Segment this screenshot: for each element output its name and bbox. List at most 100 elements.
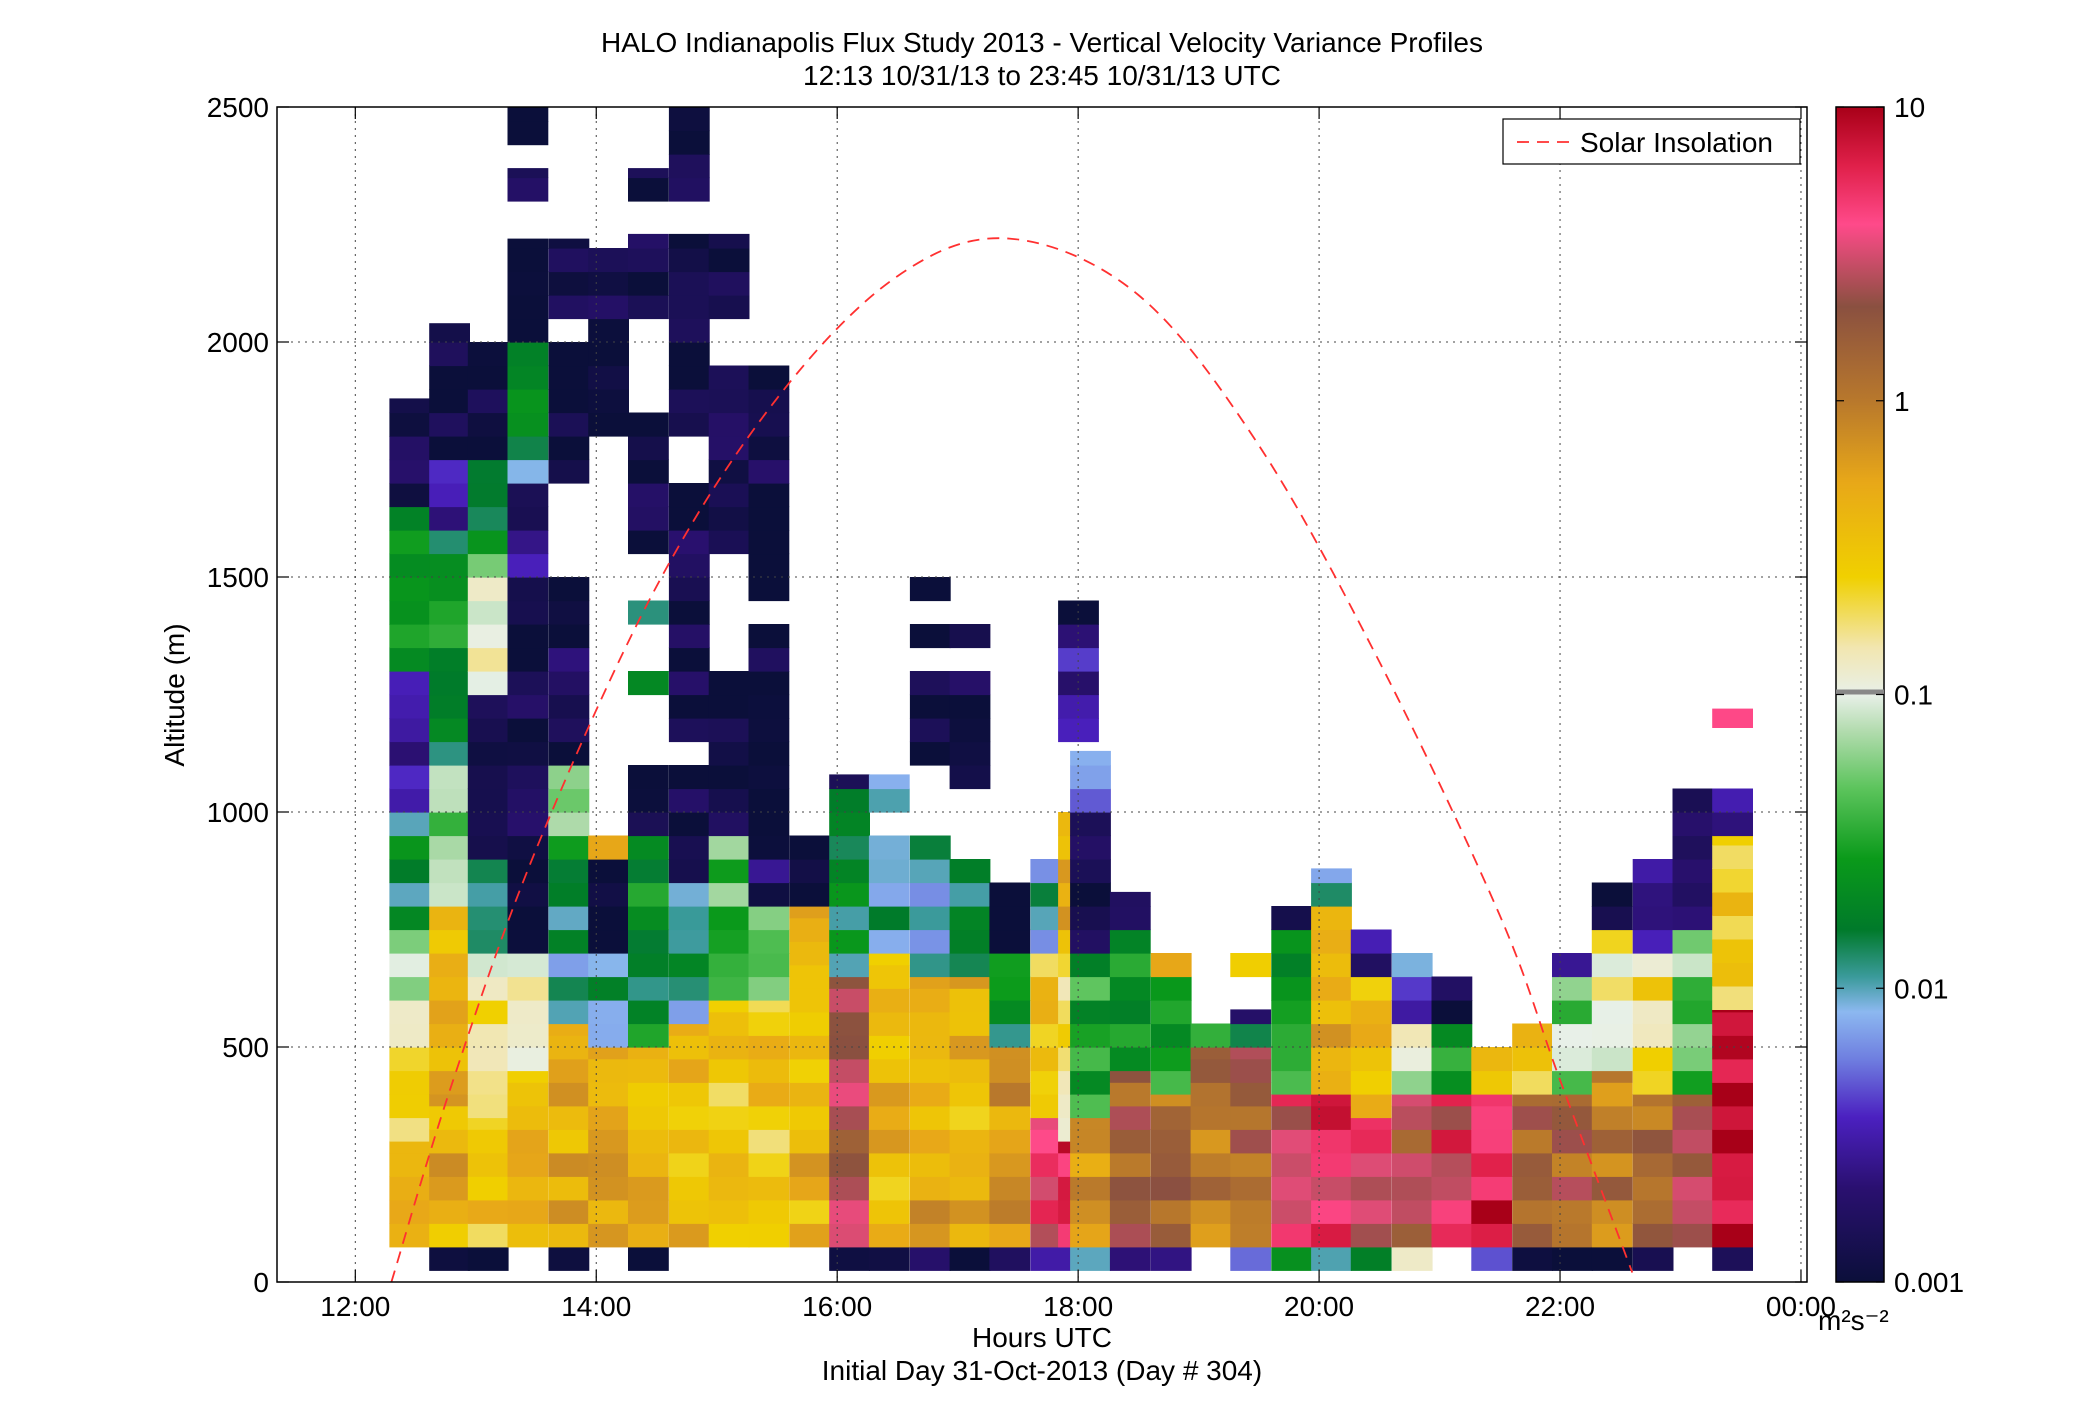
heatmap-cell (1431, 1047, 1473, 1072)
heatmap-cell (507, 1223, 549, 1248)
heatmap-cell (628, 1246, 669, 1271)
heatmap-cell (507, 976, 549, 1001)
heatmap-cell (668, 1058, 710, 1083)
heatmap-cell (628, 530, 669, 555)
heatmap-cell (507, 835, 549, 860)
heatmap-cell (748, 1000, 790, 1013)
heatmap-cell (949, 1176, 991, 1201)
heatmap-cell (429, 459, 470, 484)
heatmap-cell (389, 812, 431, 837)
heatmap-cell (668, 389, 710, 414)
heatmap-cell (708, 233, 750, 249)
heatmap-cell (1632, 1047, 1674, 1072)
heatmap-cell (628, 1129, 669, 1154)
heatmap-cell (1109, 929, 1151, 954)
heatmap-cell (1672, 1070, 1714, 1095)
heatmap-cell (1552, 1105, 1593, 1130)
heatmap-cell (909, 988, 951, 1013)
heatmap-cell (628, 483, 669, 508)
heatmap-cell (1350, 1152, 1392, 1177)
heatmap-cell (748, 859, 790, 884)
heatmap-cell (1712, 985, 1753, 1010)
heatmap-cell (1712, 938, 1753, 963)
x-axis-label: Hours UTC (972, 1322, 1112, 1353)
colorbar-ticks: 0.001 0.01 0.1 1 10 (1836, 92, 1964, 1298)
heatmap-cell (548, 812, 590, 837)
heatmap-cell (949, 976, 991, 989)
heatmap-cell (628, 506, 669, 531)
heatmap-cell (949, 1223, 991, 1248)
heatmap-cell (548, 671, 590, 696)
heatmap-cell (548, 624, 590, 649)
heatmap-cell (1350, 1094, 1392, 1119)
heatmap-cell (1471, 1152, 1513, 1177)
heatmap-cell (1230, 953, 1272, 978)
heatmap-cell (909, 906, 951, 931)
heatmap-cell (1632, 953, 1674, 978)
heatmap-cell (389, 1117, 431, 1142)
heatmap-cell (668, 718, 710, 743)
heatmap-cell (628, 233, 669, 249)
heatmap-cell (708, 953, 750, 978)
heatmap-cell (429, 1000, 470, 1025)
heatmap-cell (1350, 1129, 1392, 1154)
heatmap-cell (668, 812, 710, 837)
heatmap-cell (909, 1199, 951, 1224)
heatmap-cell (1552, 1023, 1593, 1048)
heatmap-cell (507, 600, 549, 625)
heatmap-cell (507, 765, 549, 790)
heatmap-cell (1672, 1000, 1714, 1025)
y-tick-label: 500 (222, 1032, 269, 1063)
heatmap-cell (708, 671, 750, 696)
heatmap-cell (989, 1129, 1031, 1154)
heatmap-cell (1230, 1009, 1272, 1025)
heatmap-cell (949, 953, 991, 978)
heatmap-cell (1271, 1000, 1313, 1025)
heatmap-cell (548, 953, 590, 978)
heatmap-cell (389, 1176, 431, 1201)
heatmap-cell (389, 1152, 431, 1177)
heatmap-cell (1512, 1176, 1553, 1201)
heatmap-cell (708, 741, 750, 766)
heatmap-cell (1311, 1047, 1352, 1072)
heatmap-cell (588, 412, 629, 437)
heatmap-cell (507, 238, 549, 249)
heatmap-cell (1552, 1070, 1593, 1095)
heatmap-cell (1672, 1199, 1714, 1224)
heatmap-cell (708, 365, 750, 390)
heatmap-cell (548, 271, 590, 296)
heatmap-cell (507, 1082, 549, 1107)
heatmap-cell (829, 1129, 870, 1154)
heatmap-cell (668, 1223, 710, 1248)
heatmap-cell (429, 906, 470, 931)
heatmap-cell (1230, 1023, 1272, 1048)
heatmap-cell (1109, 953, 1151, 978)
heatmap-cell (1712, 1246, 1753, 1271)
heatmap-cell (548, 765, 590, 790)
heatmap-cell (507, 436, 549, 461)
heatmap-cell (1070, 1070, 1111, 1095)
heatmap-cell (789, 882, 831, 907)
heatmap-cell (789, 859, 831, 884)
heatmap-cell (507, 788, 549, 813)
heatmap-cell (548, 1152, 590, 1177)
heatmap-cell (708, 835, 750, 860)
heatmap-cell (949, 929, 991, 954)
heatmap-cell (429, 1246, 470, 1271)
heatmap-cell (668, 271, 710, 296)
heatmap-cell (389, 647, 431, 672)
heatmap-cell (748, 1176, 790, 1201)
heatmap-cell (1431, 1129, 1473, 1154)
heatmap-cell (588, 929, 629, 954)
heatmap-cell (507, 906, 549, 931)
heatmap-cell (1350, 1047, 1392, 1072)
heatmap-cell (668, 1199, 710, 1224)
heatmap-cell (1109, 976, 1151, 1001)
heatmap-cell (507, 459, 549, 484)
heatmap-cell (588, 1152, 629, 1177)
legend: Solar Insolation (1502, 118, 1801, 165)
heatmap-cell (708, 929, 750, 954)
heatmap-cell (1391, 1176, 1433, 1201)
heatmap-cell (1350, 1223, 1392, 1248)
heatmap-cell (507, 671, 549, 696)
